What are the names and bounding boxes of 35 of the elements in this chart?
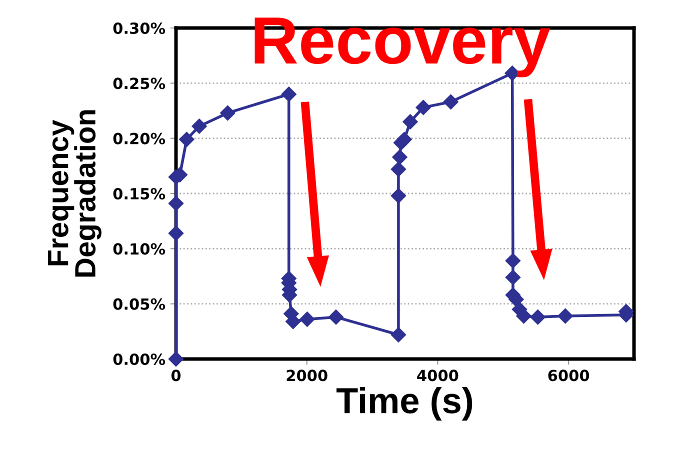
x-tick-label: 0 xyxy=(171,370,181,382)
point xyxy=(220,105,236,121)
point xyxy=(168,196,184,211)
point xyxy=(168,226,184,241)
point xyxy=(390,327,406,342)
annotation: Recovery xyxy=(254,18,550,78)
x-tick-label: 4000 xyxy=(417,370,458,382)
x-tick-label: 6000 xyxy=(548,370,590,382)
y-tick-label: 0.00% xyxy=(113,353,166,366)
point xyxy=(558,308,573,324)
point xyxy=(192,118,207,134)
point xyxy=(402,114,418,130)
point xyxy=(505,270,521,285)
point xyxy=(392,150,408,165)
y-tick-label: 0.30% xyxy=(113,22,166,34)
point xyxy=(281,86,296,102)
y-tick-label: 0.25% xyxy=(113,78,166,90)
y-tick-label: 0.05% xyxy=(113,298,166,310)
point xyxy=(416,100,431,116)
point xyxy=(300,312,315,327)
point xyxy=(530,310,546,325)
x-axis-title: Time (s) xyxy=(336,386,472,421)
point xyxy=(168,351,184,367)
y-axis-title: Frequency Degradation xyxy=(48,110,102,277)
point xyxy=(396,132,412,148)
y-tick-label: 0.15% xyxy=(113,188,166,200)
y-tick-label: 0.20% xyxy=(113,132,166,144)
point xyxy=(443,94,458,110)
point xyxy=(179,132,194,148)
point xyxy=(390,162,406,177)
point xyxy=(390,188,406,204)
x-tick-label: 2000 xyxy=(286,370,328,382)
y-tick-label: 0.10% xyxy=(113,243,166,255)
point xyxy=(328,310,344,325)
point xyxy=(505,253,521,268)
